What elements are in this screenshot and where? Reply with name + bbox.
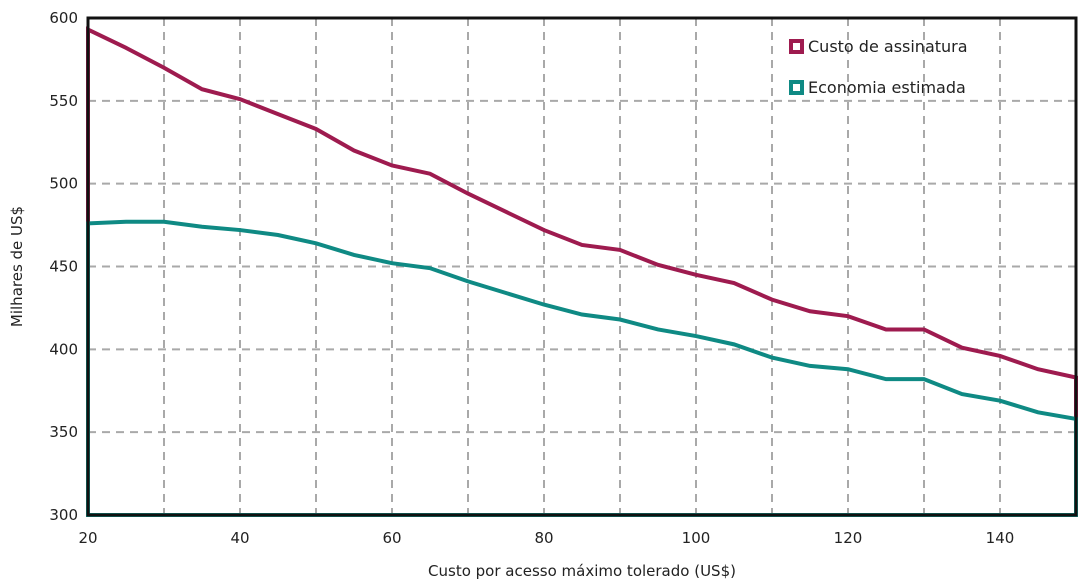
tick-labels: 20 40 60 80 100 120 140 300 350 400 450 500 550 600: [49, 9, 1014, 547]
legend: Custo de assinatura Economia estimada: [789, 37, 968, 97]
y-tick-label: 500: [49, 175, 78, 193]
y-tick-label: 450: [49, 258, 78, 276]
series-line-0: [86, 26, 1078, 517]
y-tick-label: 350: [49, 423, 78, 441]
series-line-1: [86, 219, 1078, 517]
x-tick-label: 80: [534, 529, 553, 547]
y-axis-label: Milhares de US$: [8, 206, 26, 327]
x-tick-label: 60: [382, 529, 401, 547]
plot-area: [86, 26, 1078, 517]
y-tick-label: 550: [49, 92, 78, 110]
legend-label: Custo de assinatura: [808, 37, 968, 56]
y-tick-label: 400: [49, 340, 78, 358]
legend-label: Economia estimada: [808, 78, 966, 97]
x-tick-label: 100: [682, 529, 711, 547]
y-tick-label: 600: [49, 9, 78, 27]
legend-swatch: [789, 39, 804, 54]
legend-item-custo-de-assinatura: Custo de assinatura: [789, 37, 968, 56]
x-axis-label: Custo por acesso máximo tolerado (US$): [428, 562, 736, 580]
x-tick-label: 140: [986, 529, 1015, 547]
x-tick-label: 120: [834, 529, 863, 547]
x-tick-label: 20: [78, 529, 97, 547]
plot-frame: [86, 16, 1078, 517]
legend-item-economia-estimada: Economia estimada: [789, 78, 966, 97]
y-tick-label: 300: [49, 506, 78, 524]
x-tick-label: 40: [230, 529, 249, 547]
legend-swatch: [789, 80, 804, 95]
